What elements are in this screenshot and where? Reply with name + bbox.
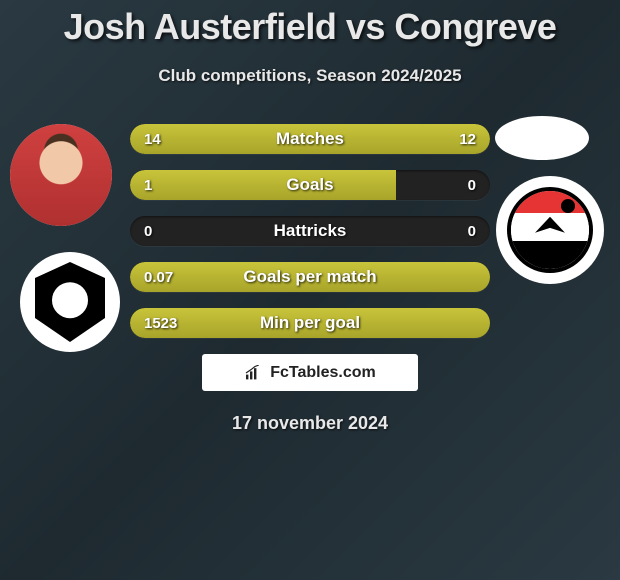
stat-label: Matches xyxy=(130,124,490,154)
stat-row: 14Matches12 xyxy=(130,124,490,154)
stat-row: 1Goals0 xyxy=(130,170,490,200)
watermark: FcTables.com xyxy=(202,354,418,391)
footer-date: 17 november 2024 xyxy=(0,413,620,434)
chart-icon xyxy=(244,365,264,381)
stat-label: Goals per match xyxy=(130,262,490,292)
stat-label: Min per goal xyxy=(130,308,490,338)
stat-label: Hattricks xyxy=(130,216,490,246)
stat-value-right: 12 xyxy=(459,124,476,154)
stats-container: 14Matches121Goals00Hattricks00.07Goals p… xyxy=(130,124,490,338)
watermark-text: FcTables.com xyxy=(270,364,376,382)
stat-row: 0.07Goals per match xyxy=(130,262,490,292)
page-title: Josh Austerfield vs Congreve xyxy=(0,0,620,48)
stat-value-right: 0 xyxy=(468,170,476,200)
stat-value-right: 0 xyxy=(468,216,476,246)
page-subtitle: Club competitions, Season 2024/2025 xyxy=(0,66,620,86)
stat-label: Goals xyxy=(130,170,490,200)
stat-row: 1523Min per goal xyxy=(130,308,490,338)
stat-row: 0Hattricks0 xyxy=(130,216,490,246)
